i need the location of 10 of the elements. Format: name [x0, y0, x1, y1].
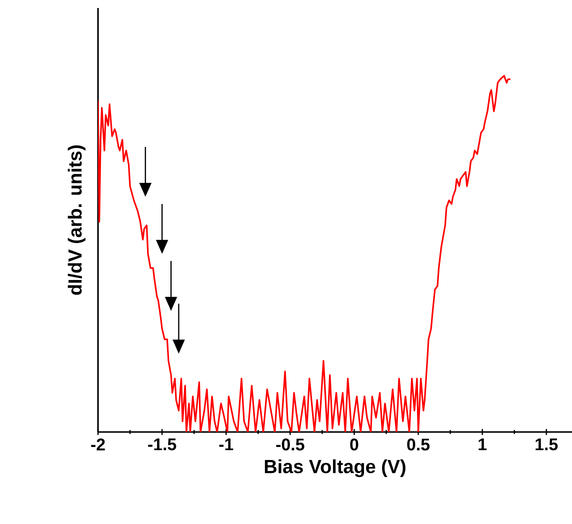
- x-tick-label: 1.5: [536, 438, 558, 450]
- x-tick-label: -1.5: [148, 438, 176, 450]
- y-axis-title: dI/dV (arb. units): [68, 145, 86, 295]
- x-tick-label: -0.5: [276, 438, 304, 451]
- x-axis-title: Bias Voltage (V): [264, 459, 406, 478]
- x-tick-label: -2: [91, 438, 105, 450]
- x-tick-label: 0.5: [407, 438, 430, 451]
- x-tick-label: 1: [478, 438, 487, 450]
- x-tick-label: 0: [350, 438, 358, 451]
- x-tick-label: -1: [219, 438, 234, 450]
